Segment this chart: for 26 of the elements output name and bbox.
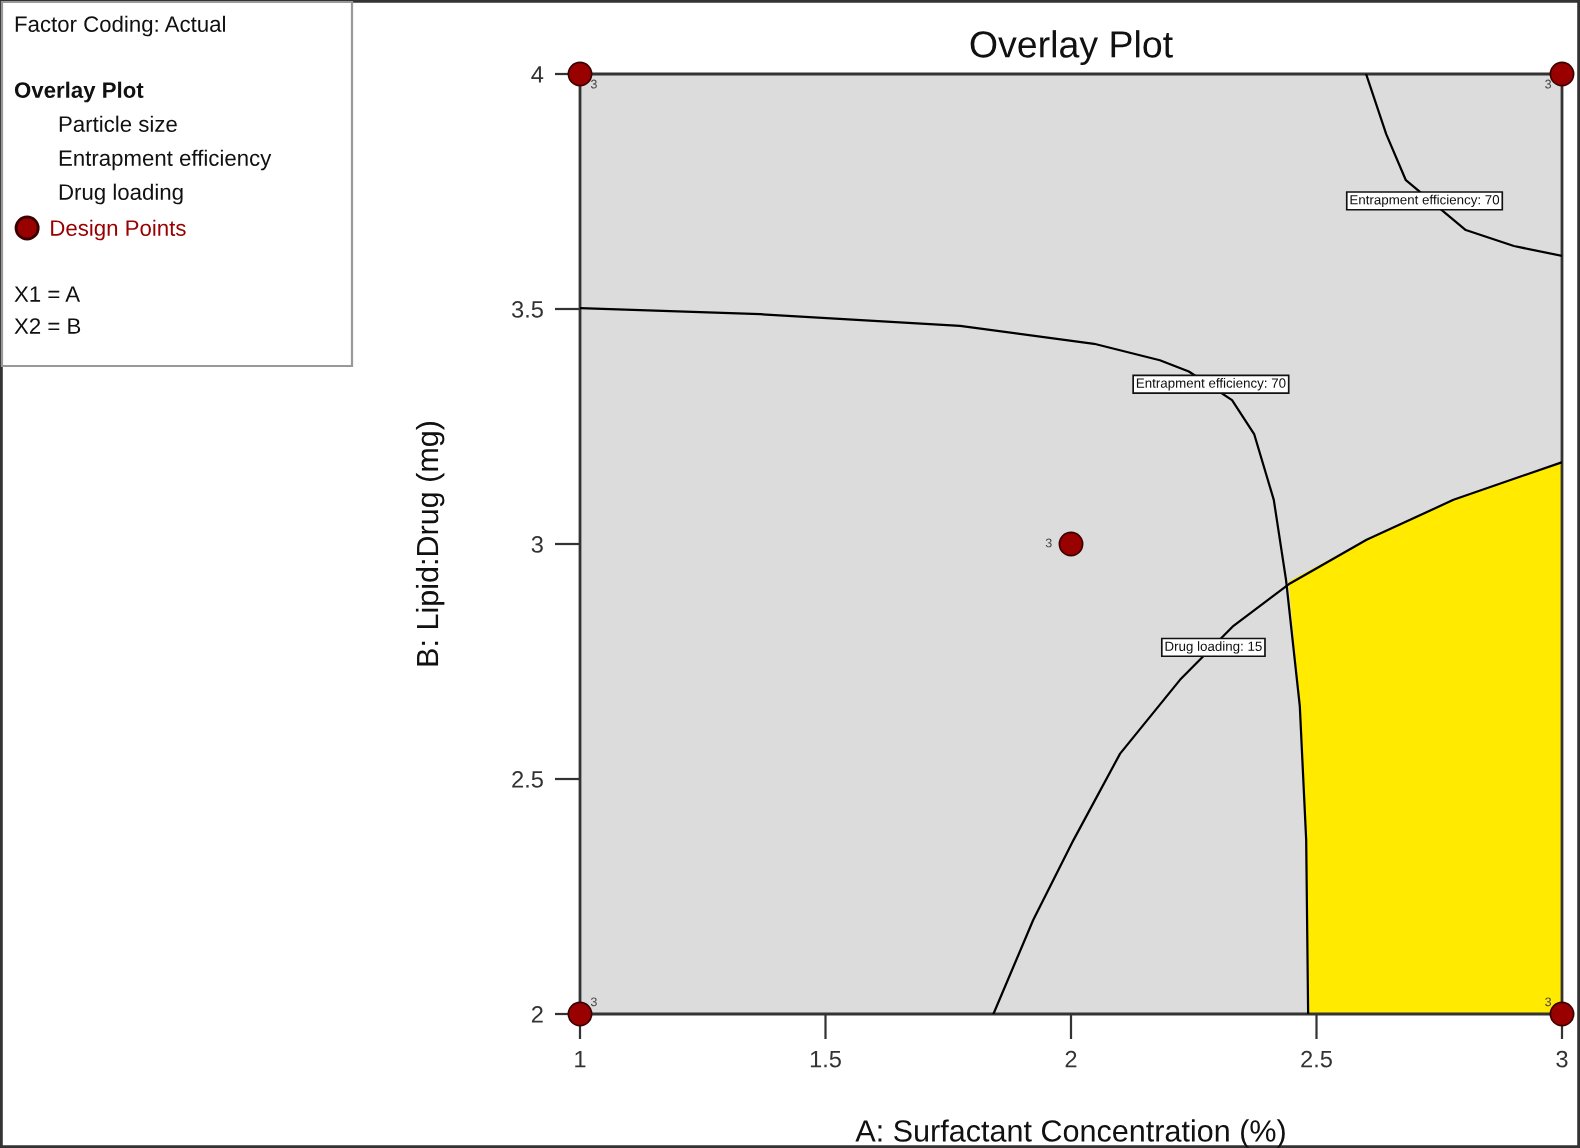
- y-tick-label: 3: [531, 536, 543, 553]
- x-tick-label: 1: [575, 1050, 586, 1068]
- x-tick-label: 2: [1065, 1050, 1077, 1068]
- text: X1 = A: [14, 286, 81, 302]
- y-tick-label: 2: [531, 1006, 543, 1023]
- x-tick-label: 2.5: [1301, 1050, 1332, 1068]
- text: Particle size: [59, 115, 177, 132]
- x-axis-title: A: Surfactant Concentration (%): [855, 1119, 1285, 1148]
- text: Factor Coding: Actual: [15, 15, 225, 37]
- point: [1549, 61, 1575, 87]
- y-axis-title: B: Lipid:Drug (mg): [415, 421, 445, 666]
- y-tick-label: 3.5: [511, 301, 543, 318]
- text: Entrapment efficiency: [59, 149, 272, 171]
- text: Drug loading: [59, 183, 183, 205]
- point: [1058, 531, 1084, 557]
- x-tick-label: 1.5: [810, 1050, 841, 1068]
- point: [1549, 1001, 1575, 1027]
- y-tick-label: 4: [531, 66, 544, 83]
- y-tick-label: 2.5: [512, 771, 543, 788]
- text: Overlay Plot: [14, 81, 144, 103]
- chart-title: Overlay Plot: [970, 30, 1173, 66]
- text: X2 = B: [14, 318, 81, 334]
- x-tick-label: 3: [1556, 1050, 1568, 1068]
- point: [567, 1001, 593, 1027]
- legend-label: Design Points: [51, 219, 186, 241]
- point: [567, 61, 593, 87]
